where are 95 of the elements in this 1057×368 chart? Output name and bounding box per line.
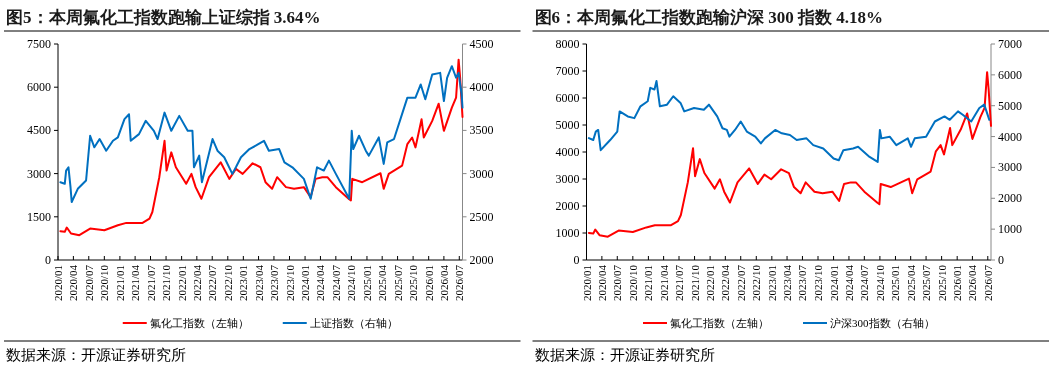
- x-tick-label: 2024/07: [329, 264, 342, 302]
- y-tick-label: 0: [45, 253, 51, 267]
- x-tick-label: 2025/10: [407, 264, 420, 302]
- line-series: [587, 71, 992, 238]
- x-tick-label: 2023/10: [812, 264, 825, 302]
- y2-tick-label: 3000: [469, 166, 494, 181]
- y2-tick-label: 6000: [998, 67, 1022, 82]
- x-tick-label: 2023/04: [781, 264, 794, 302]
- chart-title: 图6：本周氟化工指数跑输沪深 300 指数 4.18%: [534, 8, 883, 27]
- x-tick-label: 2023/07: [796, 264, 809, 302]
- x-tick-label: 2026/07: [453, 264, 466, 302]
- x-tick-label: 2020/01: [52, 265, 64, 302]
- x-tick-label: 2024/04: [842, 264, 855, 302]
- x-tick-label: 2024/07: [858, 264, 871, 302]
- x-tick-label: 2023/10: [283, 264, 296, 302]
- x-tick-label: 2020/04: [595, 264, 608, 302]
- y2-tick-label: 2000: [998, 191, 1022, 206]
- x-tick-label: 2022/04: [719, 264, 732, 302]
- x-tick-label: 2023/07: [267, 264, 280, 302]
- y2-tick-label: 4500: [469, 37, 494, 51]
- y2-tick-label: 5000: [998, 98, 1022, 113]
- x-tick-label: 2022/10: [750, 264, 763, 302]
- x-tick-label: 2020/01: [580, 265, 593, 302]
- line-series: [59, 65, 464, 204]
- x-tick-label: 2023/01: [237, 265, 250, 302]
- x-tick-label: 2021/07: [673, 264, 685, 302]
- y2-tick-label: 2000: [469, 253, 494, 267]
- y-tick-label: 4000: [555, 145, 580, 159]
- chart-title: 图5：本周氟化工指数跑输上证综指 3.64%: [6, 8, 321, 27]
- y2-tick-label: 3500: [469, 123, 494, 138]
- y-tick-label: 5000: [555, 118, 580, 132]
- x-tick-label: 2021/07: [144, 264, 157, 302]
- y-tick-label: 0: [573, 253, 580, 267]
- x-tick-label: 2022/07: [734, 264, 747, 302]
- x-tick-label: 2022/01: [175, 265, 188, 302]
- legend-label: 上证指数（右轴）: [309, 317, 398, 329]
- y-tick-label: 6000: [27, 80, 51, 95]
- x-tick-label: 2021/04: [657, 264, 670, 302]
- x-tick-label: 2020/07: [82, 264, 95, 302]
- x-tick-label: 2022/10: [221, 264, 234, 302]
- legend-label: 沪深300指数（右轴）: [830, 317, 935, 329]
- x-tick-label: 2020/10: [98, 264, 111, 302]
- legend-label: 氟化工指数（左轴）: [670, 317, 769, 329]
- x-tick-label: 2024/01: [299, 265, 312, 302]
- y-tick-label: 1000: [555, 226, 580, 240]
- y-tick-label: 2000: [555, 199, 580, 213]
- y2-tick-label: 4000: [998, 129, 1022, 144]
- x-tick-label: 2025/10: [935, 264, 948, 302]
- y2-tick-label: 7000: [998, 37, 1022, 51]
- x-tick-label: 2025/01: [889, 265, 902, 302]
- x-tick-label: 2024/10: [345, 264, 358, 302]
- x-tick-label: 2021/10: [160, 264, 173, 302]
- y-tick-label: 4500: [27, 123, 51, 138]
- y-tick-label: 7500: [27, 37, 51, 51]
- x-tick-label: 2020/07: [611, 264, 624, 302]
- x-tick-label: 2021/10: [688, 264, 701, 302]
- source-note: 数据来源：开源证券研究所: [534, 347, 715, 363]
- x-tick-label: 2025/07: [391, 264, 404, 302]
- line-series: [587, 80, 991, 163]
- x-tick-label: 2024/04: [314, 264, 327, 302]
- x-tick-label: 2022/07: [206, 264, 219, 302]
- x-tick-label: 2020/10: [626, 264, 639, 302]
- y-tick-label: 3000: [555, 172, 580, 186]
- y-tick-label: 3000: [27, 166, 51, 181]
- line-series: [59, 58, 464, 237]
- legend-label: 氟化工指数（左轴）: [149, 317, 249, 329]
- x-tick-label: 2021/01: [642, 265, 655, 302]
- x-tick-label: 2026/04: [437, 264, 450, 302]
- x-tick-label: 2023/01: [765, 265, 778, 302]
- x-tick-label: 2024/10: [873, 264, 886, 302]
- x-tick-label: 2025/04: [376, 264, 389, 302]
- x-tick-label: 2026/01: [422, 265, 435, 302]
- y2-tick-label: 2500: [469, 209, 494, 224]
- source-note: 数据来源：开源证券研究所: [6, 347, 186, 363]
- y2-tick-label: 3000: [998, 160, 1022, 175]
- x-tick-label: 2025/04: [904, 264, 917, 302]
- x-tick-label: 2025/01: [360, 265, 373, 302]
- y-tick-label: 8000: [555, 37, 580, 51]
- x-tick-label: 2024/01: [827, 265, 840, 302]
- x-tick-label: 2026/07: [981, 264, 994, 302]
- x-tick-label: 2021/01: [113, 265, 126, 302]
- x-tick-label: 2021/04: [129, 264, 142, 302]
- x-tick-label: 2023/04: [252, 264, 265, 302]
- y-tick-label: 6000: [555, 91, 580, 105]
- x-tick-label: 2026/04: [966, 264, 979, 302]
- x-tick-label: 2022/04: [190, 264, 203, 302]
- y2-tick-label: 1000: [998, 222, 1022, 237]
- y2-tick-label: 0: [998, 253, 1004, 267]
- y2-tick-label: 4000: [469, 80, 494, 95]
- x-tick-label: 2020/04: [67, 264, 80, 302]
- x-tick-label: 2022/01: [704, 265, 717, 302]
- x-tick-label: 2026/01: [951, 265, 964, 302]
- y-tick-label: 7000: [555, 64, 580, 78]
- x-tick-label: 2025/07: [920, 264, 933, 302]
- y-tick-label: 1500: [27, 209, 51, 224]
